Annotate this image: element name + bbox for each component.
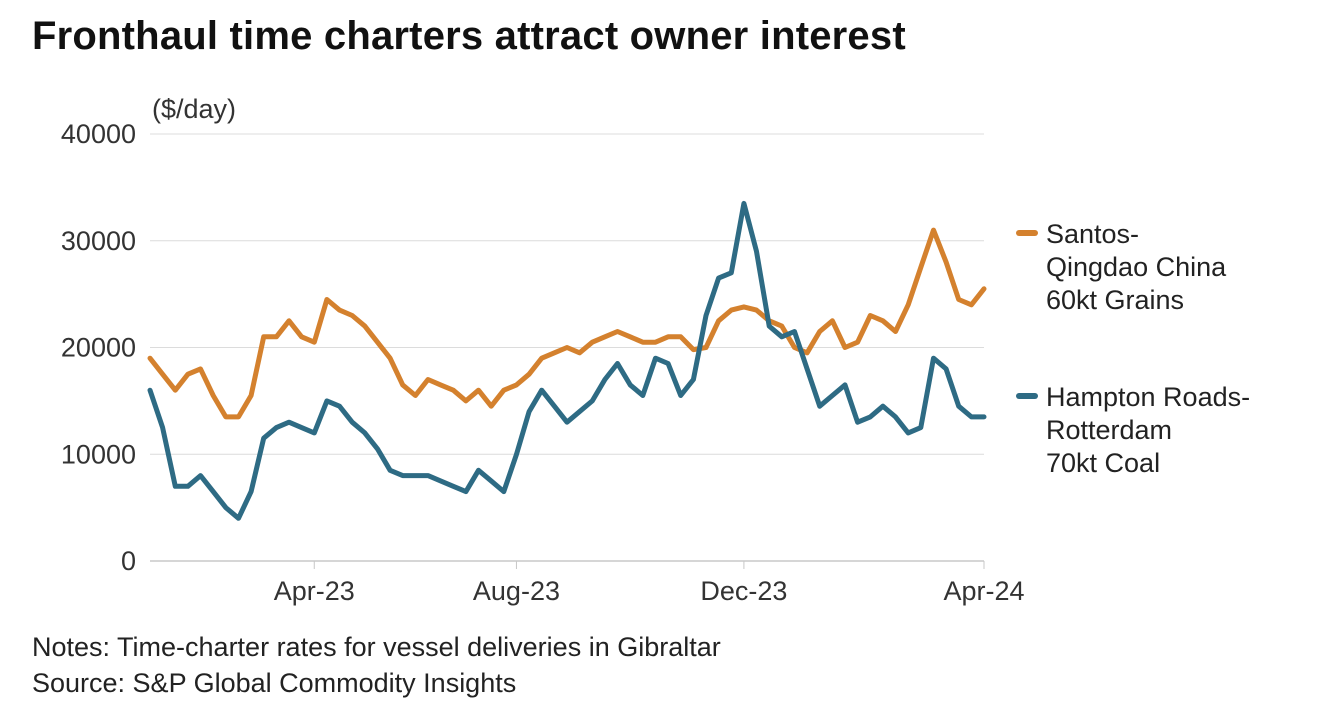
- legend-swatch-santos-qingdao: [1016, 230, 1038, 236]
- legend-label-hampton-roads: Hampton Roads- Rotterdam 70kt Coal: [1046, 382, 1251, 478]
- notes-text: Notes: Time-charter rates for vessel del…: [32, 632, 721, 662]
- series-line-hampton-roads: [147, 200, 987, 521]
- x-axis-ticks: Apr-23 Aug-23 Dec-23 Apr-24: [274, 561, 1025, 606]
- legend-swatch-hampton-roads: [1016, 393, 1038, 399]
- legend-item-hampton-roads: Hampton Roads- Rotterdam 70kt Coal: [1016, 381, 1250, 480]
- chart-title: Fronthaul time charters attract owner in…: [32, 14, 906, 58]
- x-tick-label-Apr-23: Apr-23: [274, 576, 355, 606]
- x-tick-label-Apr-24: Apr-24: [943, 576, 1024, 606]
- source-text: Source: S&P Global Commodity Insights: [32, 668, 517, 698]
- y-tick-label-0: 0: [121, 546, 136, 576]
- y-tick-label-20000: 20000: [61, 333, 136, 363]
- y-axis-unit-label: ($/day): [152, 94, 237, 124]
- y-axis-ticks: 0 10000 20000 30000 40000: [61, 119, 136, 576]
- y-tick-label-10000: 10000: [61, 439, 136, 469]
- series-lines: [147, 200, 987, 521]
- legend-item-santos-qingdao: Santos- Qingdao China 60kt Grains: [1016, 218, 1226, 317]
- x-tick-label-Dec-23: Dec-23: [700, 576, 787, 606]
- series-line-santos-qingdao: [147, 227, 987, 420]
- y-tick-label-40000: 40000: [61, 119, 136, 149]
- legend-label-santos-qingdao: Santos- Qingdao China 60kt Grains: [1046, 219, 1227, 315]
- x-tick-label-Aug-23: Aug-23: [473, 576, 560, 606]
- y-tick-label-30000: 30000: [61, 226, 136, 256]
